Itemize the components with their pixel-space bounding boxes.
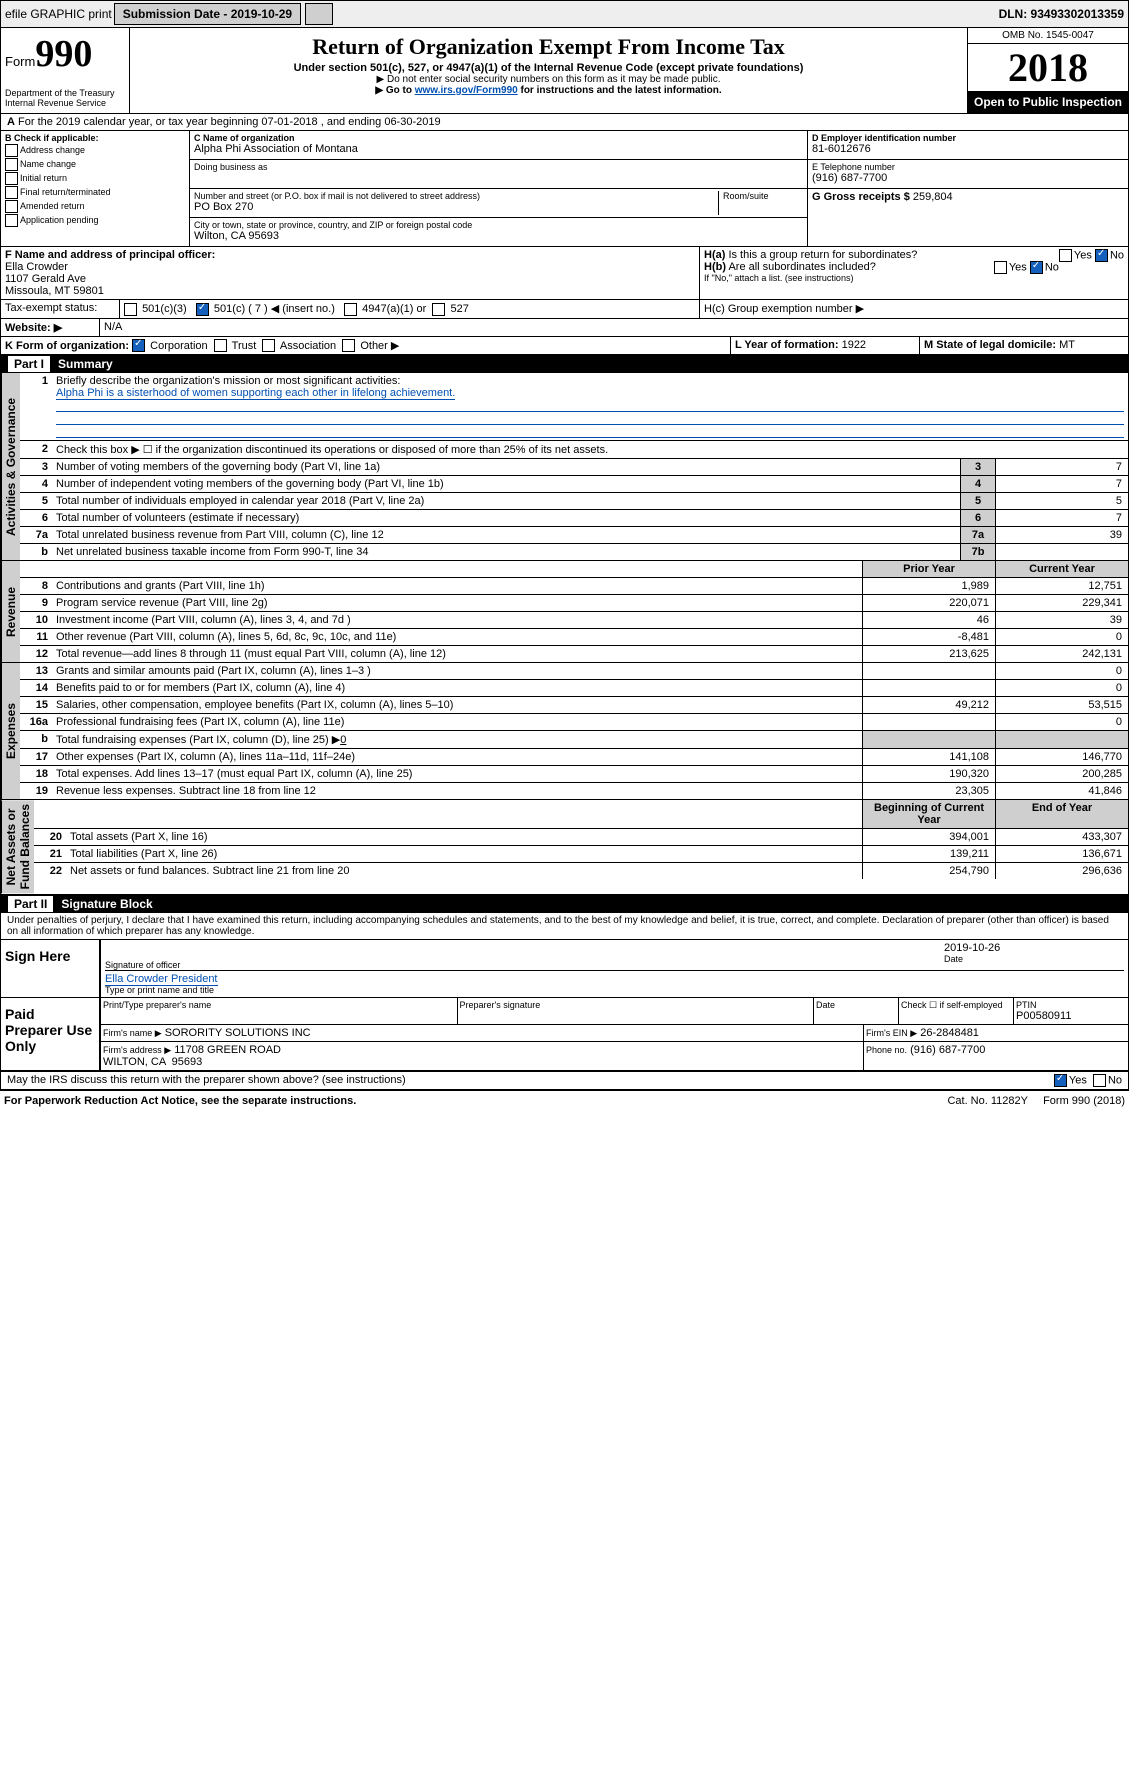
efile-label: efile GRAPHIC print <box>5 7 112 21</box>
form-990-number: 990 <box>35 33 92 75</box>
signature-block: Sign Here Signature of officer 2019-10-2… <box>0 940 1129 1072</box>
part1-header: Part ISummary <box>0 355 1129 373</box>
check-501c[interactable] <box>196 303 209 316</box>
officer-sign-name: Ella Crowder President <box>105 973 218 986</box>
hb-yes[interactable] <box>994 261 1007 274</box>
perjury-statement: Under penalties of perjury, I declare th… <box>0 913 1129 940</box>
governance-section: Activities & Governance 1 Briefly descri… <box>0 373 1129 561</box>
sign-here-label: Sign Here <box>1 940 101 997</box>
check-name-change[interactable]: Name change <box>5 158 185 171</box>
ptin: P00580911 <box>1016 1010 1126 1022</box>
instructions-note: ▶ Go to www.irs.gov/Form990 for instruct… <box>138 85 959 96</box>
v6: 7 <box>995 510 1128 526</box>
form-subtitle: Under section 501(c), 527, or 4947(a)(1)… <box>138 62 959 74</box>
org-name: Alpha Phi Association of Montana <box>194 143 803 155</box>
identity-grid: B Check if applicable: Address change Na… <box>0 131 1129 247</box>
expenses-section: Expenses 13Grants and similar amounts pa… <box>0 663 1129 800</box>
tax-exempt-row: Tax-exempt status: 501(c)(3) 501(c) ( 7 … <box>0 300 1129 319</box>
revenue-label: Revenue <box>1 561 20 662</box>
form-header: Form990 Department of the TreasuryIntern… <box>0 28 1129 114</box>
tax-period-row: A For the 2019 calendar year, or tax yea… <box>0 114 1129 131</box>
box-right: D Employer identification number 81-6012… <box>807 131 1128 246</box>
check-pending[interactable]: Application pending <box>5 214 185 227</box>
expenses-label: Expenses <box>1 663 20 799</box>
discuss-yes[interactable] <box>1054 1074 1067 1087</box>
firm-name: SORORITY SOLUTIONS INC <box>165 1027 311 1039</box>
org-form-row: K Form of organization: Corporation Trus… <box>0 337 1129 356</box>
box-b: B Check if applicable: Address change Na… <box>1 131 190 246</box>
telephone: (916) 687-7700 <box>812 172 1124 184</box>
check-501c3[interactable] <box>124 303 137 316</box>
ha-yes[interactable] <box>1059 249 1072 262</box>
discuss-row: May the IRS discuss this return with the… <box>0 1072 1129 1090</box>
v7a: 39 <box>995 527 1128 543</box>
firm-ein: 26-2848481 <box>920 1027 979 1039</box>
check-initial-return[interactable]: Initial return <box>5 172 185 185</box>
omb-number: OMB No. 1545-0047 <box>968 28 1128 44</box>
check-4947[interactable] <box>344 303 357 316</box>
dln-label: DLN: 93493302013359 <box>999 7 1124 21</box>
v7b <box>995 544 1128 560</box>
tax-year: 2018 <box>968 44 1128 91</box>
officer-row: F Name and address of principal officer:… <box>0 247 1129 300</box>
check-address-change[interactable]: Address change <box>5 144 185 157</box>
website-value: N/A <box>100 319 1128 336</box>
footer: For Paperwork Reduction Act Notice, see … <box>0 1090 1129 1111</box>
check-trust[interactable] <box>214 339 227 352</box>
org-address: PO Box 270 <box>194 201 718 213</box>
ha-no[interactable] <box>1095 249 1108 262</box>
mission-text: Alpha Phi is a sisterhood of women suppo… <box>56 387 455 400</box>
open-inspection-label: Open to Public Inspection <box>968 91 1128 113</box>
ein: 81-6012676 <box>812 143 1124 155</box>
officer-name: Ella Crowder <box>5 261 68 273</box>
net-assets-label: Net Assets orFund Balances <box>1 800 34 893</box>
firm-phone: (916) 687-7700 <box>910 1044 985 1056</box>
check-association[interactable] <box>262 339 275 352</box>
website-row: Website: ▶ N/A <box>0 319 1129 337</box>
check-527[interactable] <box>432 303 445 316</box>
form-word: Form <box>5 54 35 69</box>
blank-button[interactable] <box>305 3 333 25</box>
box-c: C Name of organization Alpha Phi Associa… <box>190 131 807 246</box>
check-final-return[interactable]: Final return/terminated <box>5 186 185 199</box>
ssn-note: ▶ Do not enter social security numbers o… <box>138 74 959 85</box>
department-label: Department of the TreasuryInternal Reven… <box>5 88 125 108</box>
top-toolbar: efile GRAPHIC print Submission Date - 20… <box>0 0 1129 28</box>
year-formed: 1922 <box>842 339 866 351</box>
submission-date-button[interactable]: Submission Date - 2019-10-29 <box>114 3 301 25</box>
title-cell: Return of Organization Exempt From Incom… <box>130 28 967 113</box>
gross-receipts: 259,804 <box>913 191 953 203</box>
org-city: Wilton, CA 95693 <box>194 230 803 242</box>
v4: 7 <box>995 476 1128 492</box>
check-other[interactable] <box>342 339 355 352</box>
form-number-cell: Form990 Department of the TreasuryIntern… <box>1 28 130 113</box>
check-amended[interactable]: Amended return <box>5 200 185 213</box>
irs-link[interactable]: www.irs.gov/Form990 <box>415 85 518 96</box>
sign-date: 2019-10-26 <box>944 942 1124 954</box>
governance-label: Activities & Governance <box>1 373 20 560</box>
revenue-section: Revenue Prior YearCurrent Year 8Contribu… <box>0 561 1129 663</box>
discuss-no[interactable] <box>1093 1074 1106 1087</box>
check-corporation[interactable] <box>132 339 145 352</box>
form-title: Return of Organization Exempt From Incom… <box>138 34 959 60</box>
part2-header: Part IISignature Block <box>0 895 1129 913</box>
paid-preparer-label: Paid Preparer Use Only <box>1 998 101 1070</box>
v5: 5 <box>995 493 1128 509</box>
hb-no[interactable] <box>1030 261 1043 274</box>
net-assets-section: Net Assets orFund Balances Beginning of … <box>0 800 1129 894</box>
v3: 7 <box>995 459 1128 475</box>
year-cell: OMB No. 1545-0047 2018 Open to Public In… <box>967 28 1128 113</box>
domicile: MT <box>1059 339 1075 351</box>
